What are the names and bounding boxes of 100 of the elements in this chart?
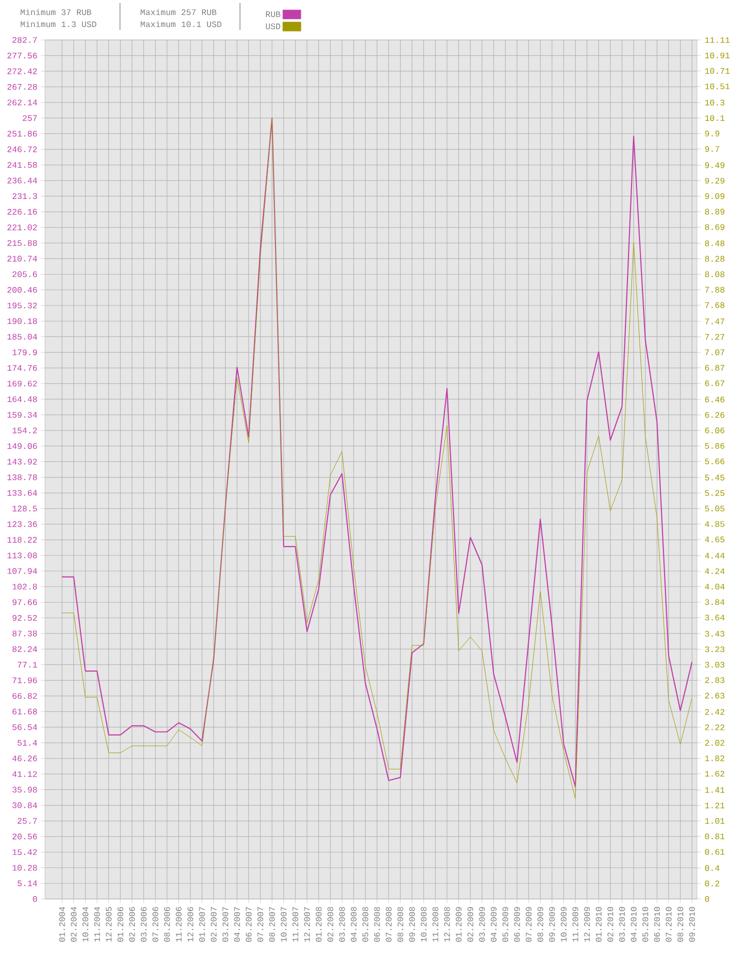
x-tick-label: 11.2009 [572,907,578,942]
x-tick-label: 07.2007 [257,907,264,942]
y-tick-label: 277.56 [7,52,37,58]
y2-tick-label: 4.65 [704,536,724,542]
legend-label: USD [266,23,280,30]
y-tick-label: 128.5 [12,506,37,512]
y2-tick-label: 4.24 [704,568,724,574]
x-tick-label: 01.2008 [316,907,322,942]
y2-tick-label: 10.91 [705,52,730,58]
x-tick-label: 01.2007 [199,907,205,942]
y-tick-label: 143.92 [7,458,37,465]
x-tick-label: 07.2006 [152,907,158,942]
y2-tick-label: 9.09 [705,193,724,200]
x-tick-label: 07.2008 [386,907,392,942]
y2-tick-label: 5.86 [705,443,724,449]
x-tick-label: 03.2010 [619,907,625,942]
y-tick-label: 190.18 [7,318,37,324]
text: Minimum 37 RUB [20,8,92,16]
x-tick-label: 08.2006 [164,907,170,942]
y-tick-label: 35.98 [12,786,37,793]
x-tick-label: 11.2008 [432,907,438,942]
y2-tick-label: 2.63 [705,692,724,699]
y-tick-label: 267.28 [7,84,37,90]
y-tick-label: 5.14 [18,880,38,886]
y-tick-label: 185.04 [7,334,38,340]
y-tick-label: 262.14 [7,100,38,106]
y-tick-label: 30.84 [12,802,38,808]
y-tick-label: 82.24 [12,646,38,652]
x-tick-label: 08.2007 [269,907,275,942]
x-tick-label: 06.2010 [654,907,660,942]
x-tick-label: 11.2004 [94,906,100,942]
y2-tick-label: 5.25 [705,490,724,496]
y-tick-label: 46.26 [12,756,37,762]
x-tick-label: 01.2006 [117,907,124,942]
x-tick-label: 10.2008 [420,907,427,942]
x-tick-label: 03.2006 [140,907,147,942]
y2-tick-label: 9.9 [705,130,720,136]
text: Maximum 257 RUB [140,8,216,16]
x-tick-label: 02.2008 [327,907,334,942]
x-tick-label: 12.2007 [304,907,310,942]
y-tick-label: 257 [22,115,37,121]
y-tick-label: 138.78 [7,474,37,480]
x-tick-label: 01.2010 [596,907,602,942]
y2-tick-label: 4.04 [704,584,724,590]
y2-tick-label: 8.48 [705,240,724,246]
x-tick-label: 01.2004 [59,906,65,942]
y-tick-label: 215.88 [7,240,37,246]
x-tick-label: 02.2009 [467,907,474,942]
y-tick-label: 56.54 [12,724,38,730]
y-tick-label: 87.38 [12,630,37,636]
y-tick-label: 92.52 [12,614,37,621]
x-tick-label: 08.2009 [537,907,544,942]
y2-tick-label: 5.66 [705,458,724,464]
y-tick-label: 51.4 [18,740,38,746]
y2-tick-label: 1.62 [705,770,724,777]
y-tick-label: 102.8 [12,584,37,590]
text: Maximum 10.1 USD [140,20,222,28]
y-tick-label: 179.9 [12,349,37,356]
y2-tick-label: 9.49 [705,162,724,168]
y2-tick-label: 3.64 [705,614,724,620]
y2-tick-label: 5.05 [705,506,724,512]
y2-tick-label: 7.68 [705,302,724,308]
x-tick-label: 07.2009 [526,907,532,942]
y-tick-label: 231.3 [12,193,37,200]
y-tick-label: 236.44 [7,178,38,184]
x-tick-label: 11.2006 [176,907,182,942]
y-tick-label: 41.12 [12,771,37,777]
legend-label: RUB [266,11,280,18]
y-tick-label: 159.34 [7,412,38,418]
y2-tick-label: 3.03 [705,662,724,668]
x-tick-label: 04.2010 [630,907,637,942]
x-tick-label: 02.2006 [129,907,135,942]
y-tick-label: 113.08 [7,552,37,558]
x-tick-label: 06.2009 [514,907,520,942]
y2-tick-label: 2.02 [705,740,724,746]
y2-tick-label: 2.83 [705,677,724,684]
y2-tick-label: 7.07 [705,349,724,356]
x-tick-label: 03.2008 [339,907,345,942]
y2-tick-label: 8.28 [705,256,724,262]
x-tick-label: 05.2010 [642,907,648,942]
y2-tick-label: 0.81 [705,833,725,840]
y2-tick-label: 8.08 [705,271,724,278]
y-tick-label: 282.7 [12,37,37,43]
x-tick-label: 07.2010 [666,907,672,942]
x-tick-label: 09.2008 [409,907,415,942]
y2-tick-label: 9.7 [705,146,720,152]
x-tick-label: 06.2008 [374,907,380,942]
y2-tick-label: 6.87 [705,364,724,371]
x-tick-label: 12.2008 [444,907,450,942]
y-tick-label: 169.62 [7,380,37,386]
y-tick-label: 0 [32,896,37,902]
y2-tick-label: 7.88 [705,286,724,293]
y-tick-label: 272.42 [7,68,37,74]
y-tick-label: 164.48 [7,396,37,402]
y2-tick-label: 2.42 [705,709,724,715]
y2-tick-label: 0 [705,896,710,902]
y2-tick-label: 0.4 [705,865,720,871]
y-tick-label: 246.72 [7,146,37,152]
y2-tick-label: 4.85 [704,521,724,527]
y2-tick-label: 4.44 [704,552,724,558]
